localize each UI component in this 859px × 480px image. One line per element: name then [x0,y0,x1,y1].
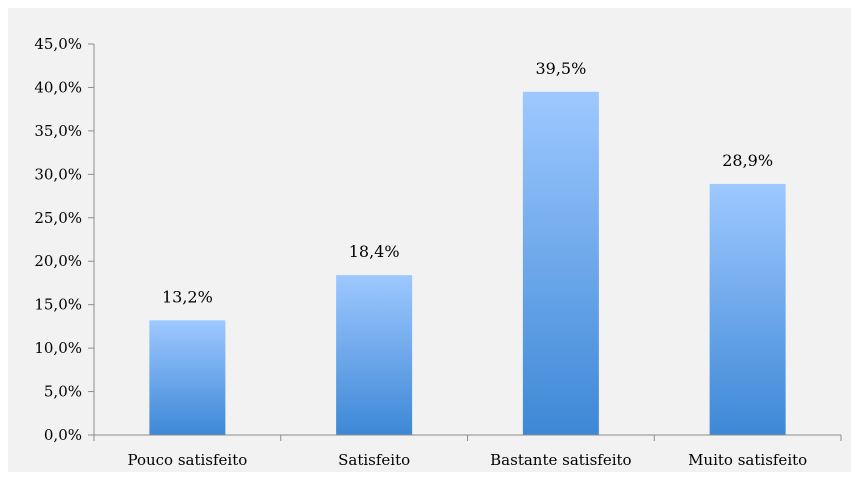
y-tick-label: 0,0% [44,426,82,444]
bar-value-label: 13,2% [162,287,213,306]
category-labels: Pouco satisfeito Satisfeito Bastante satis… [127,451,807,469]
category-label: Bastante satisfeito [490,451,631,469]
y-tick-label: 5,0% [44,383,82,401]
y-tick-label: 10,0% [34,339,82,357]
y-tick-label: 30,0% [34,165,82,183]
bar-value-label: 28,9% [722,151,773,170]
y-tick-label: 25,0% [34,209,82,227]
x-axis-ticks [93,435,842,441]
bar-value-label: 18,4% [349,242,400,261]
y-tick-label: 45,0% [34,35,82,53]
y-tick-label: 20,0% [34,252,82,270]
bars [149,91,786,436]
bar [709,183,786,435]
bar [149,320,226,435]
bar [336,275,413,435]
chart-area: 0,0% 5,0% 10,0% 15,0% 20,0% 25,0% 30,0% 35,0% 40… [8,8,851,472]
category-label: Satisfeito [338,451,410,469]
y-tick-label: 40,0% [34,78,82,96]
data-labels: 13,2% 18,4% 39,5% 28,9% [162,59,773,307]
y-tick-label: 35,0% [34,122,82,140]
y-tick-label: 15,0% [34,296,82,314]
bar-chart: 0,0% 5,0% 10,0% 15,0% 20,0% 25,0% 30,0% 35,0% 40… [34,35,842,469]
category-label: Pouco satisfeito [127,451,247,469]
bar-value-label: 39,5% [535,59,586,78]
y-axis-ticks: 0,0% 5,0% 10,0% 15,0% 20,0% 25,0% 30,0% 35,0% 40… [34,35,94,444]
bar [522,91,599,436]
category-label: Muito satisfeito [688,451,807,469]
